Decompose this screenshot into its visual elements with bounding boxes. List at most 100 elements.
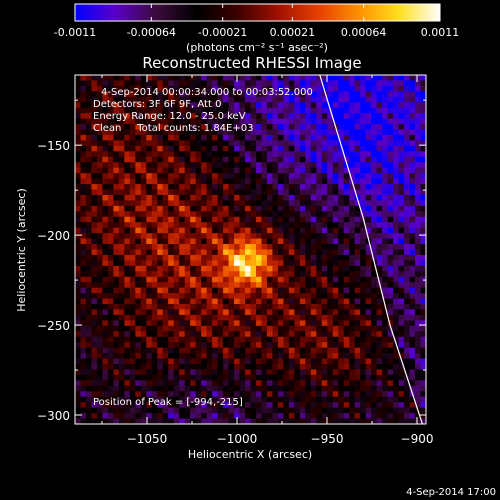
heatmap-cell [168,358,175,365]
heatmap-cell [234,134,241,142]
heatmap-cell [261,151,268,158]
heatmap-cell [201,287,208,294]
heatmap-cell [283,260,290,267]
heatmap-cell [365,260,372,267]
heatmap-cell [343,402,350,409]
heatmap-cell [343,396,350,403]
heatmap-cell [206,385,213,392]
heatmap-cell [415,276,422,283]
heatmap-cell [371,145,378,152]
heatmap-cell [140,276,147,283]
heatmap-cell [404,364,411,371]
heatmap-cell [234,107,241,114]
heatmap-cell [255,113,263,120]
heatmap-cell [332,178,339,185]
heatmap-cell [168,184,175,191]
heatmap-cell [294,194,301,202]
heatmap-cell [310,413,317,420]
heatmap-cell [239,309,246,316]
heatmap-cell [371,173,378,180]
heatmap-cell [321,194,328,202]
heatmap-cell [310,304,317,311]
heatmap-cell [299,396,306,403]
heatmap-cell [382,320,389,327]
heatmap-cell [107,134,114,142]
heatmap-cell [277,402,284,409]
heatmap-cell [190,178,197,185]
heatmap-cell [223,233,230,240]
heatmap-cell [102,304,109,311]
heatmap-cell [360,249,367,256]
heatmap-cell [228,336,235,343]
heatmap-cell [80,260,87,267]
heatmap-cell [382,194,389,202]
colorbar-tick-label: -0.00064 [127,26,176,39]
heatmap-cell [294,314,301,321]
colorbar-tick-label: 0.00021 [270,26,316,39]
heatmap-cell [146,156,153,163]
heatmap-cell [162,216,169,223]
heatmap-cell [195,80,202,87]
heatmap-cell [371,107,378,114]
heatmap-cell [212,342,219,349]
heatmap-cell [85,254,93,261]
heatmap-cell [305,85,312,92]
heatmap-cell [184,374,191,381]
heatmap-cell [217,287,224,294]
heatmap-cell [338,314,345,321]
heatmap-cell [75,336,82,343]
heatmap-cell [398,238,405,245]
heatmap-cell [223,249,230,256]
heatmap-cell [146,336,153,343]
heatmap-cell [184,211,191,218]
heatmap-cell [305,249,312,256]
heatmap-cell [151,178,158,185]
heatmap-cell [146,282,153,289]
heatmap-cell [107,418,114,424]
heatmap-cell [266,156,274,163]
heatmap-cell [124,358,131,365]
heatmap-cell [157,407,164,414]
heatmap-cell [113,167,120,174]
heatmap-cell [404,244,411,251]
heatmap-cell [272,184,279,191]
heatmap-cell [206,244,213,251]
heatmap-cell [162,107,169,114]
heatmap-cell [168,134,175,142]
heatmap-cell [387,118,394,125]
heatmap-cell [354,244,361,251]
heatmap-cell [288,118,295,125]
heatmap-cell [206,238,213,245]
heatmap-cell [184,364,191,371]
heatmap-cell [371,124,378,131]
heatmap-cell [288,75,295,82]
heatmap-cell [338,222,345,229]
heatmap-cell [371,304,378,311]
heatmap-cell [393,162,400,169]
heatmap-cell [393,402,400,409]
heatmap-cell [124,364,131,371]
heatmap-cell [212,85,219,92]
heatmap-cell [387,96,394,103]
heatmap-cell [151,162,158,169]
heatmap-cell [354,418,361,424]
heatmap-cell [129,402,136,409]
heatmap-cell [234,342,241,349]
heatmap-cell [96,129,104,136]
heatmap-cell [107,178,114,185]
heatmap-cell [277,124,284,131]
heatmap-cell [75,173,82,180]
heatmap-cell [294,347,301,354]
heatmap-cell [162,96,169,103]
heatmap-cell [118,107,125,114]
heatmap-cell [80,80,87,87]
heatmap-cell [283,140,290,147]
heatmap-cell [140,118,147,125]
heatmap-cell [146,413,153,420]
heatmap-cell [261,118,268,125]
heatmap-cell [327,374,334,381]
heatmap-cell [305,238,312,245]
heatmap-cell [85,298,93,305]
heatmap-cell [85,369,93,376]
heatmap-cell [420,91,426,98]
